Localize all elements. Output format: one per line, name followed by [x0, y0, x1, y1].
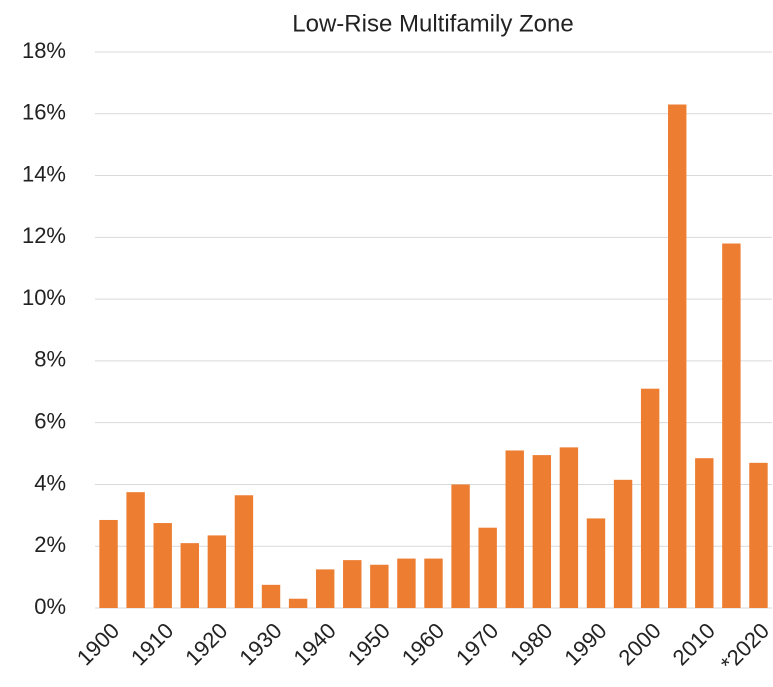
- x-tick-label: 2010: [668, 618, 720, 670]
- x-tick-label: 1970: [451, 618, 503, 670]
- bar: [749, 462, 768, 608]
- x-tick-label: 1980: [505, 618, 557, 670]
- y-tick-label: 18%: [22, 38, 66, 63]
- y-tick-label: 4%: [34, 470, 66, 495]
- x-tick-label: 1900: [72, 618, 124, 670]
- y-tick-label: 10%: [22, 285, 66, 310]
- bar: [288, 598, 308, 608]
- x-tick-label: *2020: [716, 618, 773, 676]
- bar: [532, 455, 552, 608]
- bar: [315, 569, 335, 608]
- x-tick-label: 2000: [613, 618, 665, 670]
- y-tick-label: 2%: [34, 532, 66, 557]
- bar: [397, 558, 416, 608]
- bar: [640, 388, 660, 608]
- bar: [126, 492, 145, 608]
- bar: [613, 479, 633, 608]
- x-tick-label: 1920: [180, 618, 232, 670]
- bar: [668, 104, 687, 608]
- bar: [207, 535, 227, 608]
- y-tick-label: 12%: [22, 223, 66, 248]
- bar: [180, 543, 199, 608]
- bar: [478, 527, 497, 608]
- x-tick-label: 1910: [126, 618, 178, 670]
- bar: [586, 518, 606, 608]
- bar: [153, 523, 172, 608]
- x-tick-label: 1990: [559, 618, 611, 670]
- x-tick-label: 1950: [343, 618, 395, 670]
- x-tick-label: 1930: [234, 618, 286, 670]
- bar: [451, 484, 470, 608]
- y-tick-label: 0%: [34, 594, 66, 619]
- bar: [99, 519, 118, 608]
- y-tick-label: 6%: [34, 408, 66, 433]
- bar: [261, 584, 281, 608]
- x-tick-label: 1960: [397, 618, 449, 670]
- bar: [505, 450, 524, 608]
- bar: [343, 560, 362, 608]
- bar: [722, 243, 741, 608]
- bar: [695, 458, 714, 608]
- y-tick-label: 16%: [22, 100, 66, 125]
- bar: [234, 495, 254, 608]
- chart-title: Low-Rise Multifamily Zone: [292, 10, 573, 37]
- bar: [559, 447, 579, 608]
- bar: [424, 558, 443, 608]
- x-tick-label: 1940: [289, 618, 341, 670]
- y-tick-label: 8%: [34, 347, 66, 372]
- y-tick-label: 14%: [22, 161, 66, 186]
- bar: [370, 564, 389, 608]
